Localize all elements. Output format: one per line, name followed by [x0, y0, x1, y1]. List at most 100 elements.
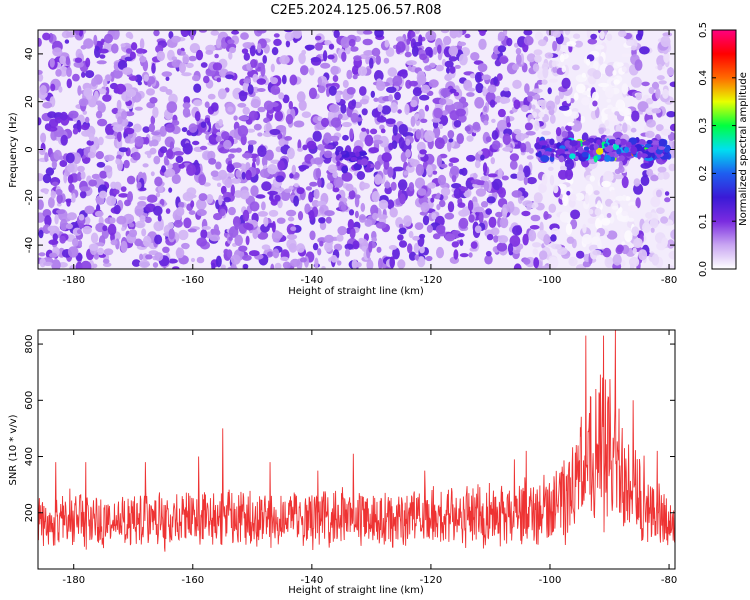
- heatmap-cell: [473, 206, 485, 213]
- heatmap-cell: [436, 192, 441, 199]
- heatmap-cell: [549, 114, 556, 124]
- heatmap-cell: [507, 243, 514, 255]
- heatmap-cell: [533, 49, 543, 56]
- heatmap-cell: [358, 237, 365, 244]
- heatmap-cell: [153, 30, 160, 37]
- heatmap-cell: [52, 233, 58, 242]
- heatmap-cell: [238, 90, 248, 102]
- x-tick-label: -160: [181, 575, 204, 586]
- heatmap-cell: [436, 246, 444, 259]
- heatmap-cell: [257, 132, 263, 137]
- heatmap-cell: [381, 152, 392, 163]
- heatmap-cell: [336, 234, 344, 242]
- heatmap-cell: [561, 77, 571, 89]
- heatmap-cell: [103, 248, 114, 256]
- heatmap-cell: [528, 229, 537, 242]
- heatmap-cell: [424, 130, 435, 143]
- heatmap-cell: [521, 210, 531, 217]
- heatmap-cell: [587, 38, 598, 45]
- heatmap-cell: [370, 128, 378, 135]
- heatmap-cell: [408, 230, 414, 239]
- heatmap-cell: [573, 33, 581, 39]
- heatmap-cell: [51, 259, 61, 269]
- heatmap-cell: [440, 187, 451, 197]
- heatmap-cell: [80, 260, 92, 269]
- heatmap-cell: [591, 91, 599, 102]
- heatmap-cell: [414, 222, 424, 231]
- heatmap-cell: [366, 259, 374, 269]
- heatmap-cell: [208, 158, 217, 165]
- heatmap-cell: [437, 44, 442, 54]
- heatmap-cell: [435, 64, 444, 72]
- heatmap-cell: [385, 118, 396, 125]
- heatmap-cell: [645, 212, 653, 219]
- heatmap-cell: [130, 42, 138, 51]
- heatmap-cell: [526, 155, 534, 160]
- heatmap-cell: [348, 190, 356, 200]
- heatmap-cell: [430, 197, 435, 203]
- heatmap-cell: [515, 54, 522, 65]
- heatmap-cell: [217, 88, 227, 100]
- heatmap-cell: [513, 99, 521, 110]
- heatmap-cell: [632, 247, 637, 255]
- heatmap-cell: [660, 216, 669, 224]
- heatmap-cell: [550, 234, 557, 242]
- heatmap-cell: [282, 94, 290, 104]
- heatmap-cell: [73, 61, 84, 68]
- heatmap-cell: [324, 234, 334, 243]
- y-tick-label: 400: [24, 447, 35, 466]
- heatmap-cell: [136, 181, 142, 189]
- heatmap-cell: [277, 160, 285, 171]
- heatmap-cell: [365, 56, 370, 65]
- x-tick-label: -120: [420, 575, 443, 586]
- heatmap-cell: [239, 189, 250, 200]
- heatmap-cell: [120, 240, 128, 253]
- heatmap-cell: [152, 106, 159, 119]
- heatmap-cell: [321, 117, 329, 128]
- heatmap-cell: [224, 178, 233, 188]
- heatmap-cell: [389, 207, 398, 218]
- heatmap-cell: [403, 170, 409, 176]
- heatmap-cell: [340, 203, 347, 212]
- heatmap-cell: [403, 215, 412, 227]
- heatmap-cell: [593, 60, 599, 70]
- heatmap-cell: [670, 229, 675, 240]
- snr-frame: [37, 329, 676, 570]
- heatmap-cell: [317, 177, 322, 188]
- heatmap-cell: [431, 212, 437, 220]
- heatmap-cell: [548, 166, 554, 171]
- heatmap-cell: [602, 247, 612, 258]
- heatmap-cell: [356, 171, 366, 180]
- heatmap-cell: [609, 189, 616, 201]
- heatmap-cell: [95, 100, 103, 106]
- x-tick-label: -160: [181, 275, 204, 286]
- heatmap-cell: [443, 35, 452, 46]
- heatmap-cell: [214, 53, 219, 59]
- heatmap-cell: [238, 245, 248, 252]
- heatmap-cell: [65, 152, 75, 164]
- heatmap-cell: [168, 228, 175, 240]
- heatmap-cell: [405, 60, 417, 66]
- heatmap-cell: [475, 82, 484, 94]
- heatmap-cell: [621, 66, 627, 73]
- heatmap-cell: [464, 125, 471, 132]
- heatmap-feature-cell: [607, 139, 618, 144]
- heatmap-cell: [183, 243, 189, 250]
- heatmap-feature-cell: [538, 140, 548, 146]
- heatmap-cell: [263, 100, 274, 111]
- heatmap-cell: [630, 127, 637, 133]
- heatmap-cell: [68, 110, 79, 119]
- heatmap-cell: [597, 240, 602, 249]
- heatmap-feature-cell: [350, 157, 358, 162]
- heatmap-feature-cell: [595, 147, 604, 155]
- heatmap-cell: [388, 94, 393, 102]
- heatmap-cell: [223, 197, 231, 203]
- heatmap-cell: [85, 116, 90, 124]
- heatmap-cell: [306, 140, 317, 150]
- heatmap-cell: [183, 217, 192, 229]
- heatmap-cell: [587, 217, 597, 224]
- heatmap-cell: [656, 75, 665, 81]
- heatmap-cell: [192, 75, 200, 82]
- heatmap-cell: [606, 77, 617, 88]
- heatmap-cell: [98, 190, 108, 199]
